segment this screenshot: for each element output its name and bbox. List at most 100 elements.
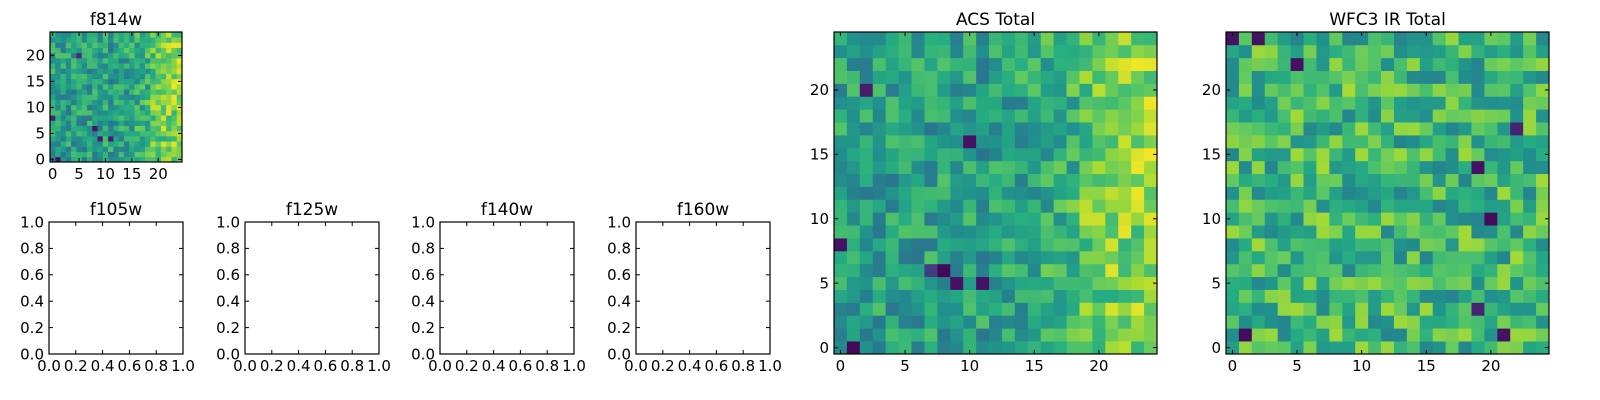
heatmap-cell	[911, 32, 925, 46]
heatmap-cell	[113, 130, 119, 137]
y-tick-label: 0.6	[411, 266, 435, 284]
heatmap-cell	[129, 104, 135, 111]
heatmap-cell	[963, 302, 977, 316]
heatmap-cell	[86, 151, 93, 158]
heatmap-cell	[145, 47, 151, 54]
heatmap-cell	[1053, 341, 1067, 355]
y-tick-label: 0.4	[607, 292, 631, 310]
heatmap-cell	[885, 199, 899, 213]
heatmap-cell	[1497, 44, 1511, 59]
heatmap-cell	[1040, 238, 1054, 252]
heatmap-cell	[76, 141, 83, 147]
heatmap-cell	[1316, 315, 1330, 329]
heatmap-cell	[1406, 225, 1421, 239]
x-tick-label: 0.8	[144, 357, 168, 375]
heatmap-cell	[1393, 173, 1408, 187]
heatmap-cell	[1131, 70, 1145, 84]
heatmap-cell	[963, 212, 977, 226]
heatmap-cell	[60, 130, 67, 137]
heatmap-cell	[1510, 250, 1524, 265]
panel-title: WFC3 IR Total	[1329, 10, 1446, 30]
heatmap-cell	[155, 120, 162, 126]
heatmap-cell	[1144, 109, 1158, 123]
panel-title: f140w	[481, 200, 533, 220]
heatmap-cell	[872, 225, 887, 239]
heatmap-cell	[1445, 57, 1459, 71]
heatmap-cell	[1458, 289, 1472, 303]
heatmap-cell	[1079, 160, 1093, 175]
heatmap-cell	[108, 146, 114, 152]
heatmap-cell	[1001, 57, 1016, 71]
heatmap-cell	[102, 47, 109, 54]
heatmap-cell	[950, 250, 964, 265]
heatmap-cell	[1092, 96, 1106, 110]
heatmap-cell	[1079, 225, 1093, 239]
heatmap-cell	[166, 115, 172, 121]
x-tick-label: 10	[960, 357, 979, 375]
heatmap-cell	[155, 37, 162, 43]
heatmap-cell	[176, 58, 183, 64]
heatmap-cell	[1406, 44, 1421, 59]
heatmap-cell	[1066, 315, 1080, 329]
heatmap-cell	[1131, 225, 1145, 239]
heatmap-cell	[108, 63, 114, 69]
heatmap-cell	[1226, 109, 1240, 123]
heatmap-cell	[1303, 225, 1317, 239]
heatmap-cell	[1484, 160, 1498, 175]
heatmap-cell	[1329, 173, 1343, 187]
axes-frame	[635, 221, 771, 355]
heatmap-cell	[1471, 44, 1485, 59]
heatmap-cell	[1014, 44, 1029, 59]
heatmap-cell	[1355, 70, 1369, 84]
heatmap-cell	[1303, 276, 1317, 290]
heatmap-cell	[118, 130, 125, 137]
heatmap-cell	[1118, 263, 1132, 278]
heatmap-cell	[171, 136, 178, 142]
heatmap-cell	[1393, 212, 1408, 226]
heatmap-cell	[1523, 186, 1537, 200]
heatmap-cell	[1342, 341, 1356, 355]
heatmap-cell	[898, 96, 912, 110]
heatmap-cell	[1066, 341, 1080, 355]
heatmap-cell	[1053, 315, 1067, 329]
heatmap-cell	[1484, 238, 1498, 252]
heatmap-cell	[950, 263, 964, 278]
heatmap-cell	[145, 156, 151, 163]
heatmap-cell	[129, 52, 135, 59]
heatmap-cell	[1144, 173, 1158, 187]
heatmap-cell	[150, 89, 156, 95]
heatmap-cell	[1264, 173, 1279, 187]
heatmap-cell	[1092, 341, 1106, 355]
heatmap-cell	[1053, 57, 1067, 71]
heatmap-cell	[92, 125, 98, 132]
heatmap-cell	[139, 47, 146, 54]
heatmap-cell	[1238, 212, 1253, 226]
heatmap-cell	[1406, 212, 1421, 226]
heatmap-cell	[76, 120, 83, 126]
heatmap-cell	[1368, 160, 1382, 175]
heatmap-cell	[1290, 44, 1304, 59]
heatmap-cell	[911, 276, 925, 290]
heatmap-cell	[911, 341, 925, 355]
heatmap-cell	[50, 42, 56, 48]
y-tick-label: 10	[810, 210, 829, 228]
heatmap-cell	[92, 73, 98, 80]
heatmap-cell	[1131, 122, 1145, 136]
heatmap-cell	[1092, 289, 1106, 303]
heatmap-cell	[155, 73, 162, 80]
heatmap-cell	[834, 341, 848, 355]
heatmap-cell	[1536, 238, 1550, 252]
heatmap-cell	[134, 63, 141, 69]
heatmap-cell	[71, 47, 77, 54]
x-tick-label: 0.2	[260, 357, 284, 375]
heatmap-cell	[71, 37, 77, 43]
heatmap-cell	[1066, 302, 1080, 316]
heatmap-cell	[97, 32, 104, 38]
heatmap-cell	[963, 32, 977, 46]
heatmap-cell	[924, 302, 938, 316]
heatmap-cell	[898, 70, 912, 84]
x-tick-label: 15	[122, 165, 141, 183]
heatmap-cell	[1419, 289, 1434, 303]
heatmap-cell	[1523, 302, 1537, 316]
